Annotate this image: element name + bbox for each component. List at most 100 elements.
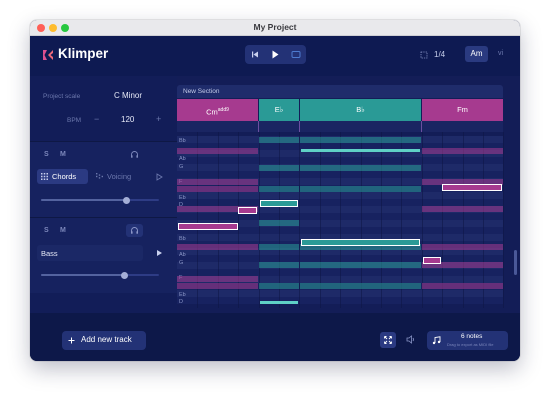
chords-volume-knob[interactable] — [123, 197, 130, 204]
scale-highlight — [300, 262, 421, 268]
note-label: Eb — [179, 292, 186, 298]
grid-row[interactable] — [177, 150, 503, 157]
play-button[interactable] — [265, 45, 285, 64]
grid-row[interactable] — [177, 171, 503, 178]
grid-row[interactable] — [177, 227, 503, 234]
timeline-ruler[interactable] — [177, 121, 503, 132]
scale-highlight — [422, 262, 503, 268]
headphones-icon — [131, 227, 138, 234]
expand-button[interactable] — [380, 332, 396, 348]
chords-solo-button[interactable]: S — [44, 151, 49, 158]
grid-row[interactable] — [177, 234, 503, 241]
midi-note[interactable] — [238, 207, 257, 214]
chord-label: Fm — [457, 105, 468, 114]
loop-button[interactable] — [286, 45, 306, 64]
speaker-icon[interactable] — [406, 335, 415, 344]
bass-instrument-field[interactable]: Bass — [37, 245, 143, 261]
grid-beat-line — [483, 132, 484, 308]
scale-highlight — [259, 244, 299, 250]
key-selector[interactable]: Am — [465, 46, 488, 62]
note-label: G — [179, 164, 184, 170]
bpm-increase-button[interactable]: + — [156, 114, 162, 124]
bpm-value[interactable]: 120 — [121, 115, 135, 124]
chord-block[interactable]: Fm — [422, 99, 503, 121]
scale-highlight — [422, 148, 503, 154]
note-label: D — [179, 299, 183, 305]
project-scale-value[interactable]: C Minor — [114, 91, 143, 100]
scale-highlight — [300, 186, 421, 192]
grid-beat-line — [401, 132, 403, 308]
midi-note[interactable] — [442, 184, 502, 191]
midi-note[interactable] — [260, 200, 298, 207]
midi-note[interactable] — [301, 239, 420, 246]
grid-row[interactable] — [177, 248, 503, 255]
note-label: Ab — [179, 252, 186, 258]
zoom-window-button[interactable] — [61, 24, 69, 32]
scale-highlight — [177, 179, 258, 185]
grid-row[interactable] — [177, 143, 503, 150]
grid-row[interactable] — [177, 290, 503, 297]
midi-note[interactable] — [423, 257, 441, 264]
app-name: Klimper — [58, 46, 109, 61]
grid-beat-line — [319, 132, 321, 308]
grid-row[interactable] — [177, 213, 503, 220]
grid-row[interactable] — [177, 178, 503, 185]
grid-row[interactable] — [177, 255, 503, 262]
bottom-bar: Add new track 6 notes Drag to export as … — [30, 313, 520, 361]
grid-beat-line — [360, 132, 362, 308]
bass-mute-button[interactable]: M — [60, 227, 66, 234]
scale-highlight — [177, 244, 258, 250]
skip-back-button[interactable] — [245, 45, 265, 64]
headphones-icon[interactable] — [130, 150, 139, 159]
time-signature-icon — [420, 51, 428, 59]
tab-chords[interactable]: Chords — [37, 169, 88, 184]
bass-solo-button[interactable]: S — [44, 227, 49, 234]
grid-row[interactable] — [177, 206, 503, 213]
grid-row[interactable] — [177, 276, 503, 283]
note-grid[interactable]: BbAbGFEbDBbAbGFEbD — [177, 132, 505, 308]
voicing-icon — [96, 173, 103, 179]
export-midi-card[interactable]: 6 notes Drag to export as MIDI file — [427, 331, 508, 350]
chord-block[interactable]: B♭ — [300, 99, 421, 121]
grid-row[interactable] — [177, 269, 503, 276]
chord-label: E♭ — [274, 105, 284, 114]
grid-row[interactable] — [177, 220, 503, 227]
bass-headphones-button[interactable] — [126, 224, 143, 237]
chords-preview-play-icon[interactable] — [156, 173, 163, 181]
add-new-track-label: Add new track — [81, 335, 132, 344]
chord-label: B♭ — [356, 105, 365, 114]
grid-beat-line — [442, 132, 444, 308]
grid-row[interactable] — [177, 157, 503, 164]
grid-row[interactable] — [177, 199, 503, 206]
midi-note[interactable] — [260, 301, 298, 304]
section-header[interactable]: New Section — [177, 85, 503, 98]
bass-preview-play-icon[interactable] — [156, 249, 163, 257]
scale-highlight — [177, 148, 258, 154]
grid-row[interactable] — [177, 192, 503, 199]
add-new-track-button[interactable]: Add new track — [62, 331, 146, 350]
chord-block[interactable]: E♭ — [259, 99, 299, 121]
vertical-scrollbar[interactable] — [514, 250, 517, 275]
grid-row[interactable] — [177, 297, 503, 304]
window-title: My Project — [253, 22, 297, 32]
grid-beat-line — [381, 132, 382, 308]
close-window-button[interactable] — [37, 24, 45, 32]
midi-note[interactable] — [301, 149, 420, 152]
scale-highlight — [422, 206, 503, 212]
scale-highlight — [177, 206, 258, 212]
piano-roll: New Section Cmadd9 E♭ B♭ Fm BbAbGFEbDBbA… — [177, 76, 520, 313]
top-toolbar: Klimper 1/4 Am vi — [30, 36, 520, 76]
chord-block[interactable]: Cmadd9 — [177, 99, 258, 121]
music-note-icon — [432, 336, 441, 345]
chords-mute-button[interactable]: M — [60, 151, 66, 158]
midi-note[interactable] — [178, 223, 238, 230]
scale-highlight — [300, 137, 421, 143]
scale-highlight — [259, 262, 299, 268]
grid-beat-line — [340, 132, 342, 308]
minimize-window-button[interactable] — [49, 24, 57, 32]
bpm-decrease-button[interactable]: − — [94, 114, 100, 124]
tab-voicing[interactable]: Voicing — [94, 169, 148, 184]
bass-volume-knob[interactable] — [121, 272, 128, 279]
scale-highlight — [300, 165, 421, 171]
time-signature-value[interactable]: 1/4 — [434, 50, 446, 59]
